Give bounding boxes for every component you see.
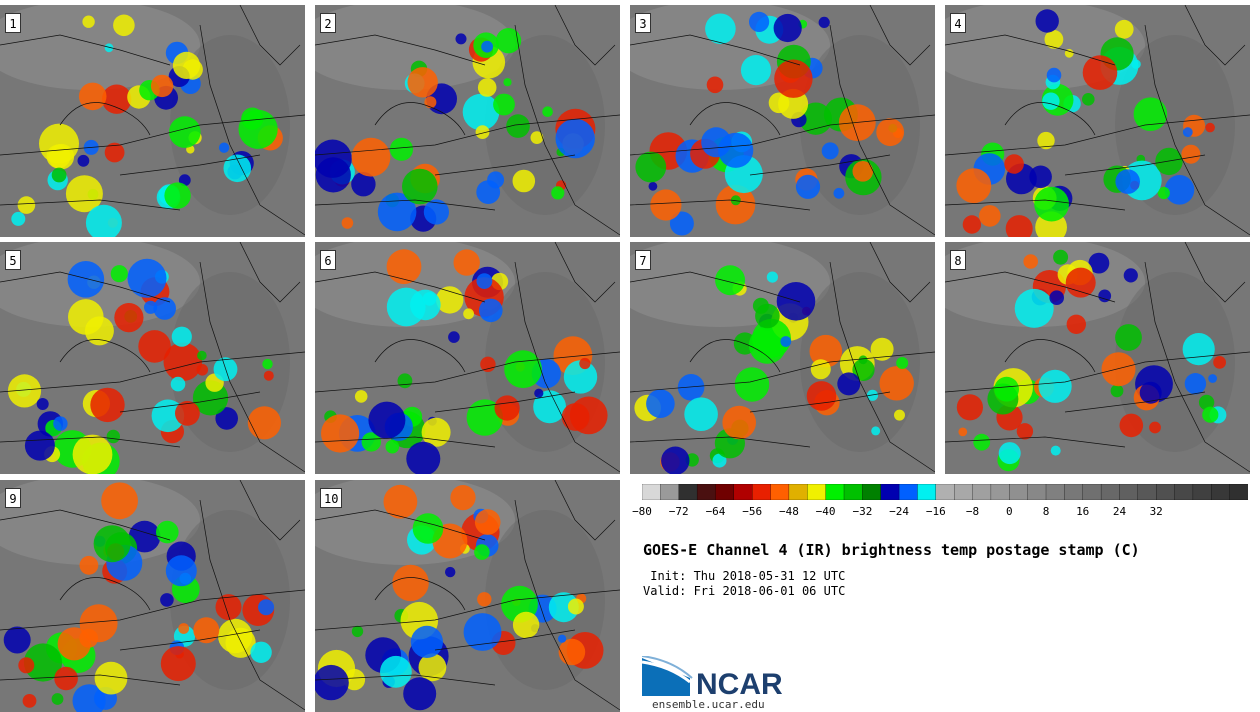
ensemble-member-panel: 2 — [315, 5, 620, 237]
colorbar-segment — [1119, 484, 1139, 500]
ensemble-member-panel: 5 — [0, 242, 305, 474]
logo-text: NCAR — [696, 668, 783, 700]
colorbar-segment — [733, 484, 753, 500]
colorbar-tick-label: −72 — [668, 505, 689, 518]
colorbar-ticks: −80 −72 −64 −56 −48 −40 −32 −24 −16 −8 0 8 16 24 32 — [632, 505, 1248, 521]
colorbar-segment — [1156, 484, 1176, 500]
colorbar-segment — [807, 484, 827, 500]
colorbar-tick-label: 32 — [1149, 505, 1163, 518]
ensemble-member-panel: 3 — [630, 5, 935, 237]
colorbar-segment — [990, 484, 1010, 500]
colorbar-segment — [1174, 484, 1194, 500]
panel-number-label: 1 — [5, 13, 21, 33]
satellite-map — [0, 480, 305, 712]
panel-number-label: 10 — [320, 488, 343, 508]
colorbar-tick-label: 16 — [1076, 505, 1090, 518]
panel-number-label: 4 — [950, 13, 966, 33]
colorbar-segment — [862, 484, 882, 500]
colorbar-segment — [1137, 484, 1157, 500]
colorbar-segment — [954, 484, 974, 500]
ensemble-member-panel: 1 — [0, 5, 305, 237]
satellite-map — [630, 5, 935, 237]
satellite-map — [315, 5, 620, 237]
colorbar-tick-label: 24 — [1112, 505, 1127, 518]
panel-number-label: 2 — [320, 13, 336, 33]
colorbar-segment — [1027, 484, 1047, 500]
colorbar-segment — [880, 484, 900, 500]
ensemble-member-panel: 9 — [0, 480, 305, 712]
colorbar-segment — [788, 484, 808, 500]
satellite-map — [0, 242, 305, 474]
panel-number-label: 5 — [5, 250, 21, 270]
colorbar-tick-label: −80 — [632, 505, 652, 518]
colorbar-segment — [642, 484, 662, 500]
colorbar-segment — [1100, 484, 1121, 500]
colorbar-tick-label: −24 — [889, 505, 910, 518]
colorbar-segment — [1064, 484, 1084, 500]
colorbar-segment — [972, 484, 992, 500]
colorbar-segment — [1192, 484, 1212, 500]
colorbar-segment — [1211, 484, 1231, 500]
ensemble-member-panel: 6 — [315, 242, 620, 474]
satellite-map — [630, 242, 935, 474]
colorbar-segment — [715, 484, 735, 500]
colorbar-segment — [770, 484, 790, 500]
colorbar-segment — [1229, 484, 1248, 500]
ensemble-member-panel: 10 — [315, 480, 620, 712]
colorbar-segment — [1009, 484, 1029, 500]
figure-title: GOES-E Channel 4 (IR) brightness temp po… — [643, 541, 1140, 559]
panel-number-label: 9 — [5, 488, 21, 508]
colorbar-tick-label: 8 — [1042, 505, 1050, 518]
colorbar-segment — [696, 484, 717, 500]
colorbar-segment — [843, 484, 864, 500]
valid-time: Valid: Fri 2018-06-01 06 UTC — [643, 584, 846, 598]
colorbar-tick-label: −16 — [925, 505, 946, 518]
panel-number-label: 7 — [635, 250, 651, 270]
logo-url: ensemble.ucar.edu — [652, 698, 765, 711]
colorbar-segment — [752, 484, 772, 500]
colorbar-tick-label: −56 — [742, 505, 763, 518]
satellite-map — [315, 480, 620, 712]
colorbar-tick-label: −40 — [815, 505, 836, 518]
satellite-map — [0, 5, 305, 237]
init-time: Init: Thu 2018-05-31 12 UTC — [643, 569, 846, 583]
colorbar-segment — [935, 484, 955, 500]
colorbar-tick-label: −64 — [705, 505, 726, 518]
panel-number-label: 8 — [950, 250, 966, 270]
ncar-logo: NCAR — [642, 656, 783, 700]
ensemble-member-panel: 7 — [630, 242, 935, 474]
colorbar-segment — [825, 484, 845, 500]
panel-number-label: 3 — [635, 13, 651, 33]
satellite-map — [315, 242, 620, 474]
ensemble-member-panel: 8 — [945, 242, 1250, 474]
colorbar-tick-label: −8 — [965, 505, 980, 518]
satellite-map — [945, 242, 1250, 474]
colorbar-segment — [1082, 484, 1102, 500]
colorbar-segment — [917, 484, 937, 500]
colorbar-segment — [660, 484, 680, 500]
colorbar-segment — [1045, 484, 1066, 500]
colorbar-tick-label: −48 — [778, 505, 799, 518]
colorbar — [642, 484, 1248, 500]
satellite-map — [945, 5, 1250, 237]
colorbar-tick-label: −32 — [852, 505, 873, 518]
ensemble-member-panel: 4 — [945, 5, 1250, 237]
colorbar-segment — [678, 484, 698, 500]
colorbar-tick-label: 0 — [1005, 505, 1013, 518]
colorbar-segment — [898, 484, 919, 500]
panel-number-label: 6 — [320, 250, 336, 270]
